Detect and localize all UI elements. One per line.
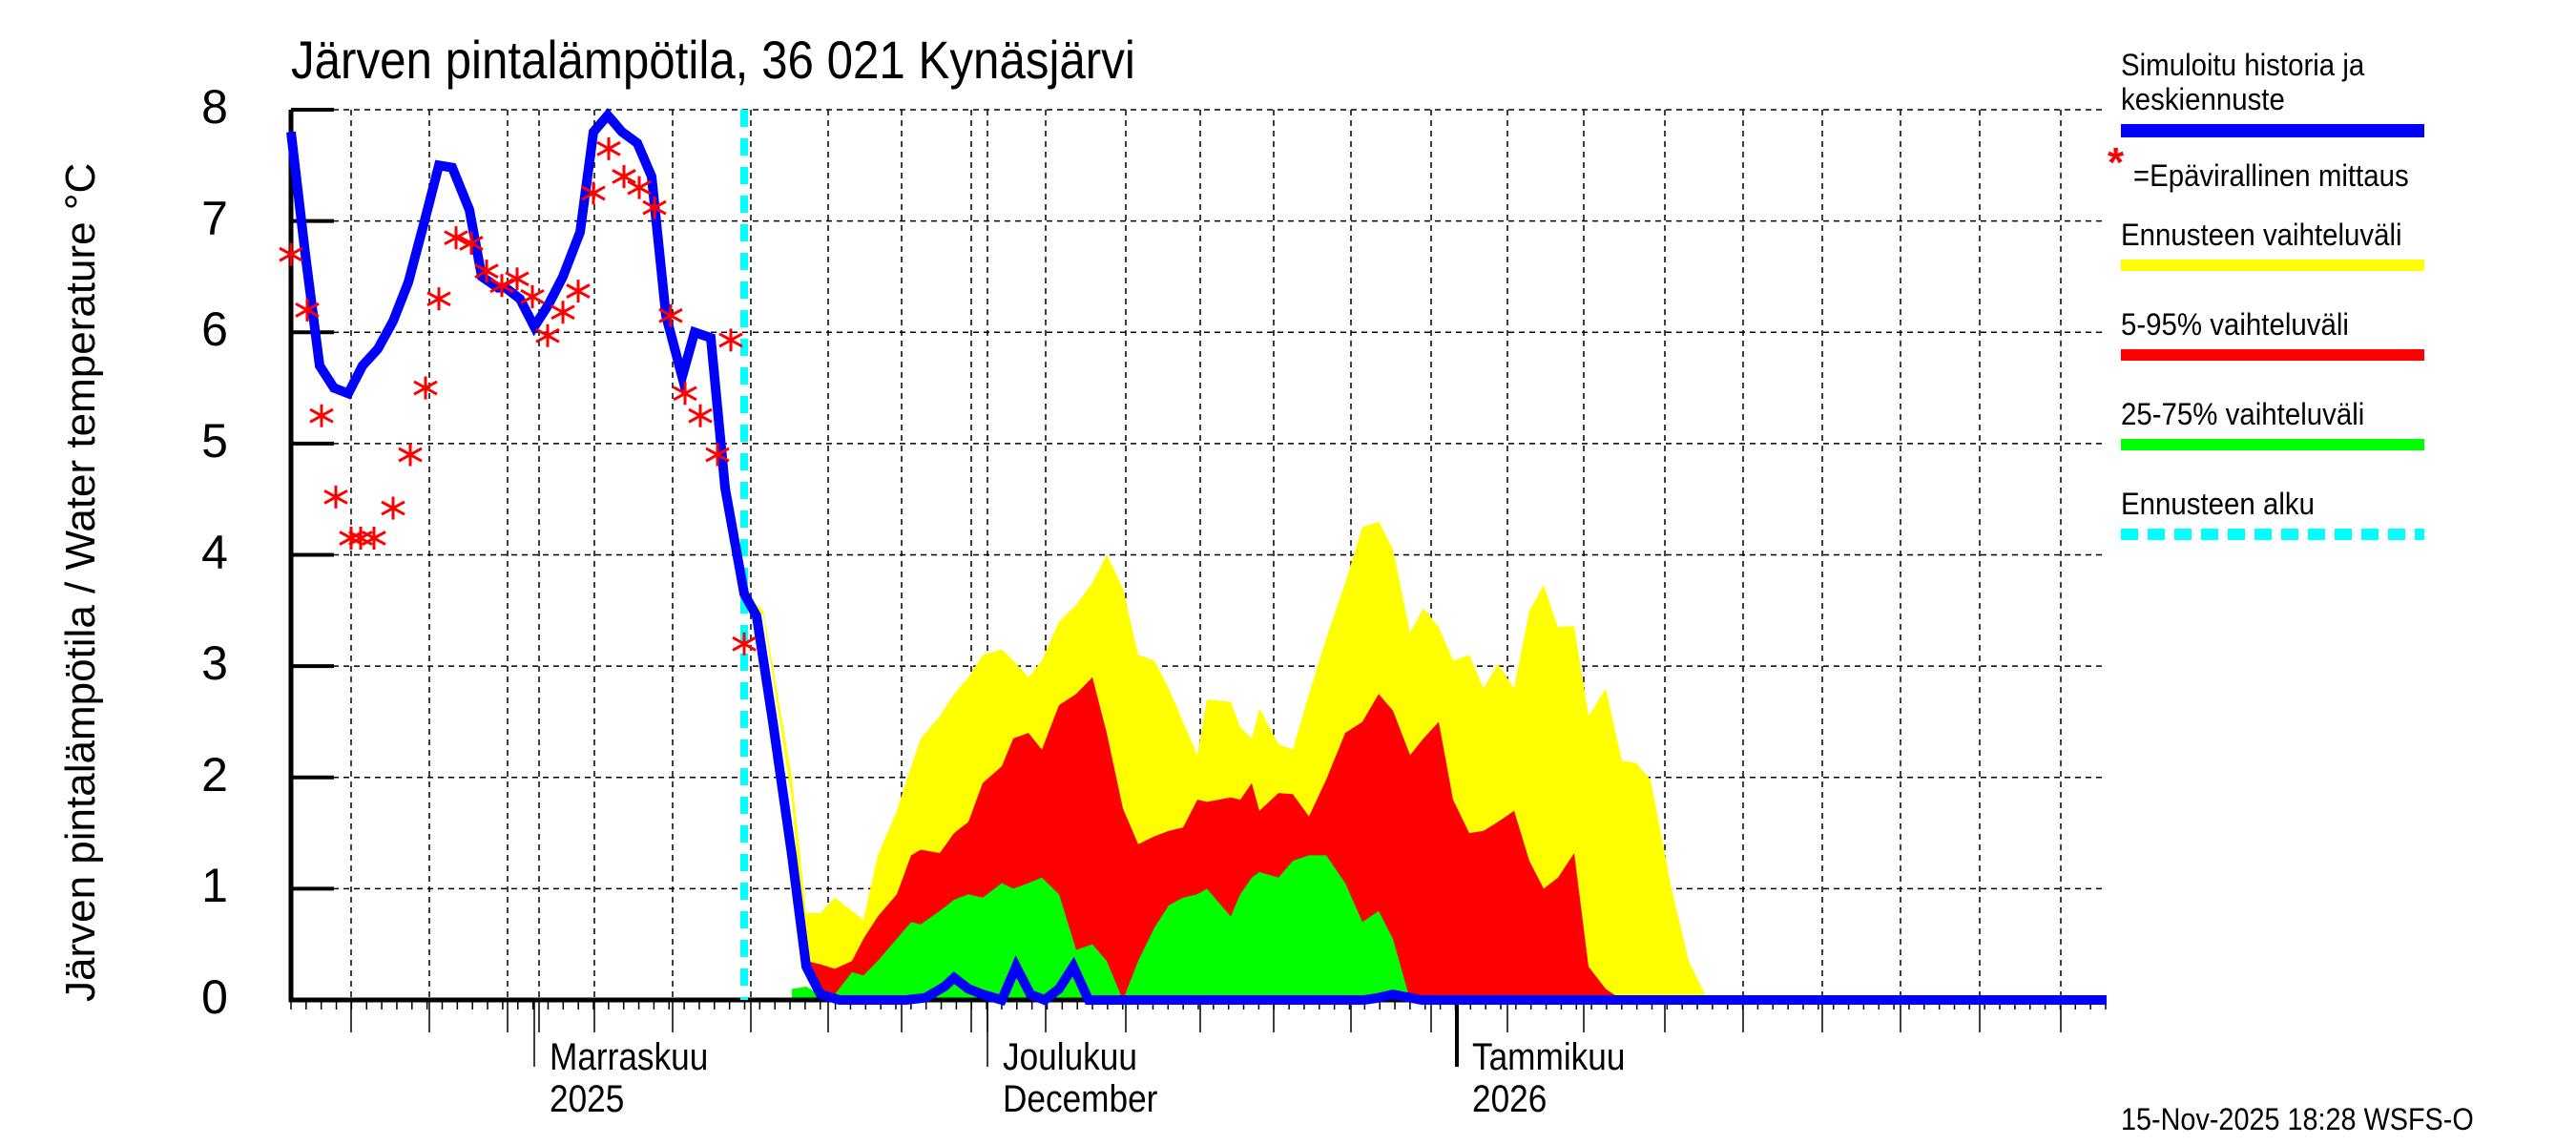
y-tick-label: 3 xyxy=(201,636,228,691)
legend-item-measurement: * =Epävirallinen mittaus xyxy=(2108,139,2569,193)
asterisk-icon: * xyxy=(2108,139,2125,186)
measurement-asterisk-icon xyxy=(673,382,697,406)
x-month-label: Joulukuu December xyxy=(1003,1036,1158,1120)
measurement-asterisk-icon xyxy=(398,443,423,467)
legend-item-forecast-range: Ennusteen vaihteluväli xyxy=(2121,218,2569,271)
y-tick-label: 0 xyxy=(201,970,228,1024)
measurement-asterisk-icon xyxy=(295,298,320,322)
measurement-asterisk-icon xyxy=(642,196,667,219)
legend-label-forecast-start: Ennusteen alku xyxy=(2121,487,2315,521)
legend-label-25-75: 25-75% vaihteluväli xyxy=(2121,397,2365,431)
measurement-asterisk-icon xyxy=(551,301,575,324)
measurement-asterisk-icon xyxy=(362,527,386,551)
legend-item-5-95: 5-95% vaihteluväli xyxy=(2121,307,2569,361)
legend-swatch-cyan-dashed xyxy=(2121,529,2424,540)
legend-label-forecast-range: Ennusteen vaihteluväli xyxy=(2121,218,2402,252)
measurement-asterisk-icon xyxy=(279,242,303,266)
legend-item-forecast-start: Ennusteen alku xyxy=(2121,487,2569,540)
measurement-asterisk-icon xyxy=(732,632,757,656)
measurement-asterisk-icon xyxy=(566,280,591,303)
measurement-points xyxy=(279,136,757,656)
measurement-asterisk-icon xyxy=(581,181,606,205)
measurement-asterisk-icon xyxy=(718,328,743,352)
legend-item-simulated: Simuloitu historia ja keskiennuste xyxy=(2121,48,2569,137)
measurement-asterisk-icon xyxy=(612,164,636,188)
timestamp: 15-Nov-2025 18:28 WSFS-O xyxy=(2121,1102,2474,1136)
measurement-asterisk-icon xyxy=(309,404,334,427)
forecast-bands xyxy=(744,521,1708,1000)
measurement-asterisk-icon xyxy=(426,287,451,311)
x-month-label: Tammikuu 2026 xyxy=(1472,1036,1626,1120)
measurement-asterisk-icon xyxy=(489,274,514,298)
y-tick-label: 2 xyxy=(201,747,228,802)
measurement-asterisk-icon xyxy=(459,231,484,255)
legend-item-25-75: 25-75% vaihteluväli xyxy=(2121,397,2569,450)
y-tick-label: 1 xyxy=(201,859,228,913)
measurement-asterisk-icon xyxy=(658,303,683,327)
y-tick-label: 6 xyxy=(201,302,228,357)
measurement-asterisk-icon xyxy=(444,226,468,250)
measurement-asterisk-icon xyxy=(520,284,545,308)
legend-swatch-yellow xyxy=(2121,260,2424,271)
y-tick-label: 7 xyxy=(201,191,228,245)
y-tick-label: 4 xyxy=(201,525,228,579)
y-tick-label: 8 xyxy=(201,80,228,134)
legend: Simuloitu historia ja keskiennuste * =Ep… xyxy=(2108,48,2569,540)
measurement-asterisk-icon xyxy=(596,136,621,160)
measurement-asterisk-icon xyxy=(688,404,713,427)
measurement-asterisk-icon xyxy=(381,496,405,520)
y-tick-label: 5 xyxy=(201,413,228,468)
measurement-asterisk-icon xyxy=(627,176,652,199)
chart-title: Järven pintalämpötila, 36 021 Kynäsjärvi xyxy=(291,30,1135,90)
legend-swatch-green xyxy=(2121,439,2424,450)
measurement-asterisk-icon xyxy=(505,267,530,291)
band-2 xyxy=(792,855,1488,1000)
legend-label-simulated: Simuloitu historia ja keskiennuste xyxy=(2121,48,2365,116)
measurement-asterisk-icon xyxy=(339,527,364,551)
measurement-asterisk-icon xyxy=(474,260,499,283)
measurement-asterisk-icon xyxy=(413,376,438,400)
legend-swatch-red xyxy=(2121,349,2424,361)
measurement-asterisk-icon xyxy=(705,443,730,467)
measurement-asterisk-icon xyxy=(535,323,560,347)
legend-label-5-95: 5-95% vaihteluväli xyxy=(2121,307,2349,342)
legend-swatch-blue-line xyxy=(2121,124,2424,137)
grid-lines xyxy=(291,109,2107,1000)
measurement-asterisk-icon xyxy=(323,485,348,509)
x-month-label: Marraskuu 2025 xyxy=(550,1036,709,1120)
legend-label-measurement: =Epävirallinen mittaus xyxy=(2132,158,2409,193)
simulated-line xyxy=(286,108,2107,1007)
y-axis-label: Järven pintalämpötila / Water temperatur… xyxy=(57,162,104,1002)
